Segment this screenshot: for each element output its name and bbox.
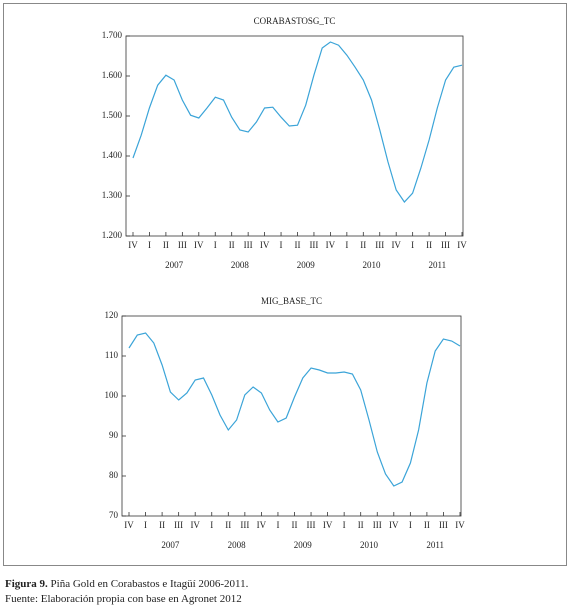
x-tick-label: IV xyxy=(457,240,467,250)
x-tick-label: IV xyxy=(128,240,138,250)
y-tick-label: 100 xyxy=(105,390,119,400)
year-label: 2008 xyxy=(228,540,247,550)
y-tick-label: 1.600 xyxy=(102,70,123,80)
x-tick-label: III xyxy=(441,240,450,250)
x-tick-label: III xyxy=(373,520,382,530)
x-tick-label: I xyxy=(280,240,283,250)
y-tick-label: 110 xyxy=(105,350,119,360)
x-tick-label: II xyxy=(426,240,432,250)
year-label: 2007 xyxy=(161,540,180,550)
line xyxy=(132,41,463,203)
x-tick-label: I xyxy=(411,240,414,250)
x-tick-label: II xyxy=(292,520,298,530)
y-tick-label: 1.300 xyxy=(102,190,123,200)
x-tick-label: I xyxy=(409,520,412,530)
x-tick-label: III xyxy=(439,520,448,530)
x-tick-label: IV xyxy=(190,520,200,530)
caption-line: Figura 9. Piña Gold en Corabastos e Itag… xyxy=(5,577,248,592)
plot-area xyxy=(121,315,462,517)
plot-area xyxy=(125,35,464,237)
x-tick-label: I xyxy=(276,520,279,530)
x-tick-label: II xyxy=(358,520,364,530)
x-tick-label: II xyxy=(360,240,366,250)
x-tick-label: IV xyxy=(257,520,267,530)
x-tick-label: III xyxy=(375,240,384,250)
frame xyxy=(3,3,567,566)
x-tick-label: II xyxy=(229,240,235,250)
caption: Figura 9. Piña Gold en Corabastos e Itag… xyxy=(5,577,248,607)
x-tick-label: IV xyxy=(389,520,399,530)
x-tick-label: III xyxy=(309,240,318,250)
year-label: 2009 xyxy=(297,260,316,270)
source: Fuente: Elaboración propia con base en A… xyxy=(5,593,242,605)
year-label: 2009 xyxy=(294,540,313,550)
year-label: 2008 xyxy=(231,260,250,270)
x-tick-label: II xyxy=(295,240,301,250)
x-tick-label: III xyxy=(174,520,183,530)
y-tick-label: 120 xyxy=(105,310,119,320)
line xyxy=(128,332,461,487)
figure: CORABASTOSG_TC 1.200 1.300 1.400 1.500 1.600 1… xyxy=(3,3,567,566)
x-tick-label: III xyxy=(178,240,187,250)
year-label: 2007 xyxy=(165,260,184,270)
chart-title: MIG_BASE_TC xyxy=(261,296,322,306)
x-tick-label: II xyxy=(225,520,231,530)
caption-label: Figura 9. xyxy=(5,578,48,590)
x-tick-label: IV xyxy=(260,240,270,250)
year-label: 2010 xyxy=(363,260,382,270)
y-tick-label: 80 xyxy=(109,470,119,480)
x-tick-label: IV xyxy=(455,520,465,530)
year-label: 2011 xyxy=(426,540,444,550)
x-tick-label: I xyxy=(148,240,151,250)
y-tick-label: 70 xyxy=(109,510,119,520)
y-tick-label: 90 xyxy=(109,430,119,440)
x-tick-label: III xyxy=(244,240,253,250)
y-tick-label: 1.500 xyxy=(102,110,123,120)
caption-text: Piña Gold en Corabastos e Itagüí 2006-20… xyxy=(47,578,249,590)
x-tick-label: II xyxy=(159,520,165,530)
y-tick-label: 1.400 xyxy=(102,150,123,160)
y-tick-label: 1.200 xyxy=(102,230,123,240)
x-tick-label: II xyxy=(424,520,430,530)
year-label: 2010 xyxy=(360,540,379,550)
x-tick-label: I xyxy=(144,520,147,530)
x-tick-label: II xyxy=(163,240,169,250)
chart-title: CORABASTOSG_TC xyxy=(254,16,336,26)
y-tick-label: 1.700 xyxy=(102,30,123,40)
x-tick-label: IV xyxy=(391,240,401,250)
x-tick-label: IV xyxy=(323,520,333,530)
x-tick-label: III xyxy=(240,520,249,530)
x-tick-label: IV xyxy=(326,240,336,250)
x-tick-label: III xyxy=(307,520,316,530)
x-tick-label: I xyxy=(210,520,213,530)
year-label: 2011 xyxy=(428,260,446,270)
x-tick-label: IV xyxy=(194,240,204,250)
x-tick-label: I xyxy=(214,240,217,250)
x-tick-label: I xyxy=(343,520,346,530)
x-tick-label: IV xyxy=(124,520,134,530)
x-tick-label: I xyxy=(345,240,348,250)
